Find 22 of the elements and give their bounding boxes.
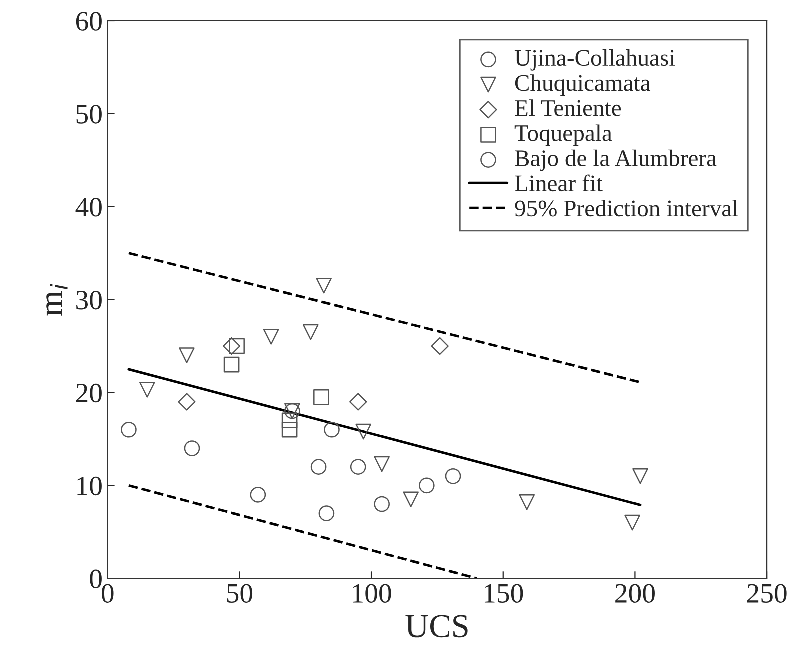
legend-label: 95% Prediction interval — [515, 200, 738, 217]
y-tick-label: 40 — [76, 198, 102, 217]
legend-label: Linear fit — [515, 174, 603, 192]
x-tick-label: 200 — [616, 584, 655, 603]
legend-label: Chuquicamata — [515, 74, 651, 96]
x-axis-title: UCS — [406, 615, 468, 638]
x-tick-label: 250 — [747, 584, 787, 603]
x-tick-label: 100 — [353, 584, 392, 603]
y-axis-title: m$_{i}$ — [46, 284, 68, 316]
y-tick-label: 60 — [76, 12, 102, 31]
x-tick-label: 0 — [102, 584, 114, 603]
x-tick-label: 150 — [484, 584, 524, 603]
legend-label: Ujina-Collahuasi — [514, 49, 676, 71]
x-tick-label: 50 — [227, 584, 253, 603]
legend-label: Toquepala — [514, 124, 612, 146]
y-tick-label: 20 — [76, 384, 102, 403]
y-tick-label: 10 — [78, 476, 102, 496]
legend-label: El Teniente — [515, 100, 622, 116]
y-tick-label: 0 — [90, 570, 102, 589]
y-tick-label: 50 — [76, 105, 102, 124]
legend-label: Bajo de la Alumbrera — [515, 150, 717, 172]
y-tick-label: 30 — [76, 290, 102, 310]
